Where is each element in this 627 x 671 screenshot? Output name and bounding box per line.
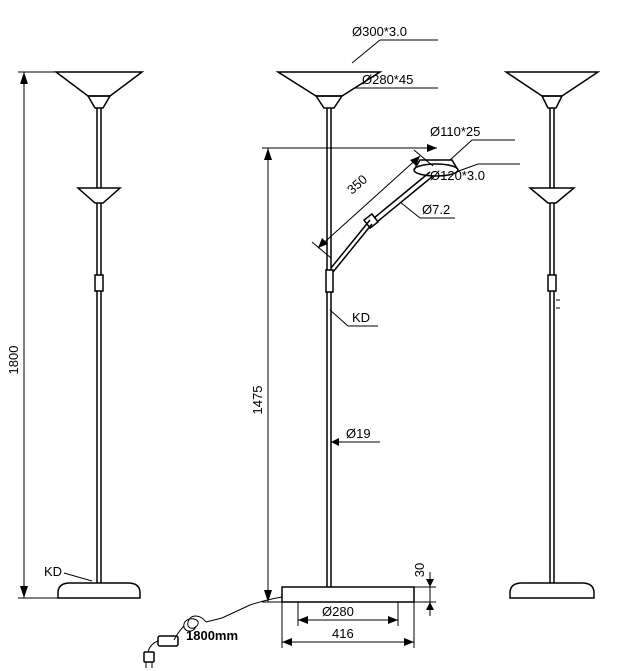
dim-top-shade-inner: Ø280*45 [362,72,413,87]
kd-left-label: KD [44,564,62,579]
lamp-drawing: 1800 KD [0,0,627,671]
left-view: 1800 KD [6,72,142,598]
dim-base-height: 30 [412,563,427,577]
dim-side-shade-disc: Ø120*3.0 [430,168,485,183]
dim-side-shade-outer: Ø110*25 [430,124,480,139]
dim-arm-length: 350 [344,172,370,198]
dim-base-width: 416 [332,626,354,641]
dim-height-to-arm: 1475 [250,386,265,415]
kd-center-label: KD [352,310,370,325]
dim-pole-dia: Ø19 [346,426,371,441]
right-view [506,72,598,598]
center-view: Ø300*3.0 Ø280*45 Ø110*25 Ø120*3.0 350 Ø7… [144,24,520,668]
dim-top-shade-outer: Ø300*3.0 [352,24,407,39]
dim-overall-height: 1800 [6,346,21,375]
dim-arm-tube: Ø7.2 [422,202,450,217]
dim-cord-length: 1800mm [186,628,238,643]
dim-base-dia: Ø280 [322,604,354,619]
